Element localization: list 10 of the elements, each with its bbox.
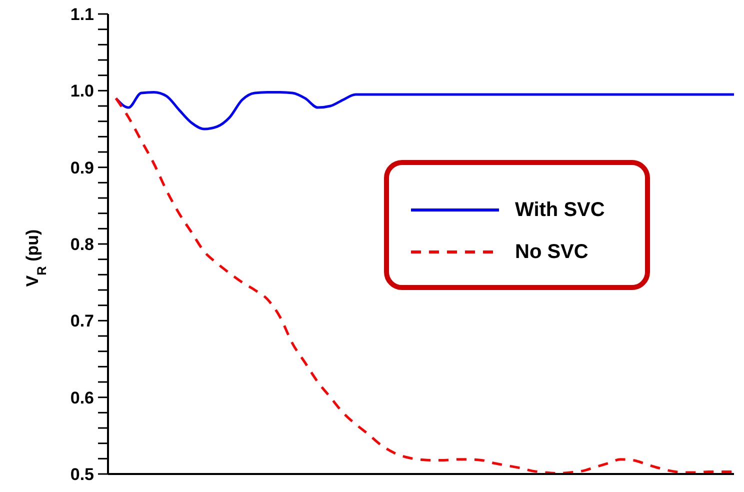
line-series	[114, 90, 736, 130]
y-tick-label: 1.1	[70, 4, 94, 24]
y-tick-label: 0.6	[70, 388, 94, 408]
legend-label: With SVC	[515, 198, 605, 222]
legend-label: No SVC	[515, 240, 588, 264]
y-tick-label: 0.8	[70, 234, 94, 254]
y-tick-label: 0.9	[70, 158, 94, 178]
y-tick-label: 0.7	[70, 312, 94, 331]
y-tick-label: 1.0	[70, 82, 94, 101]
y-tick-label: 0.5	[70, 464, 94, 484]
